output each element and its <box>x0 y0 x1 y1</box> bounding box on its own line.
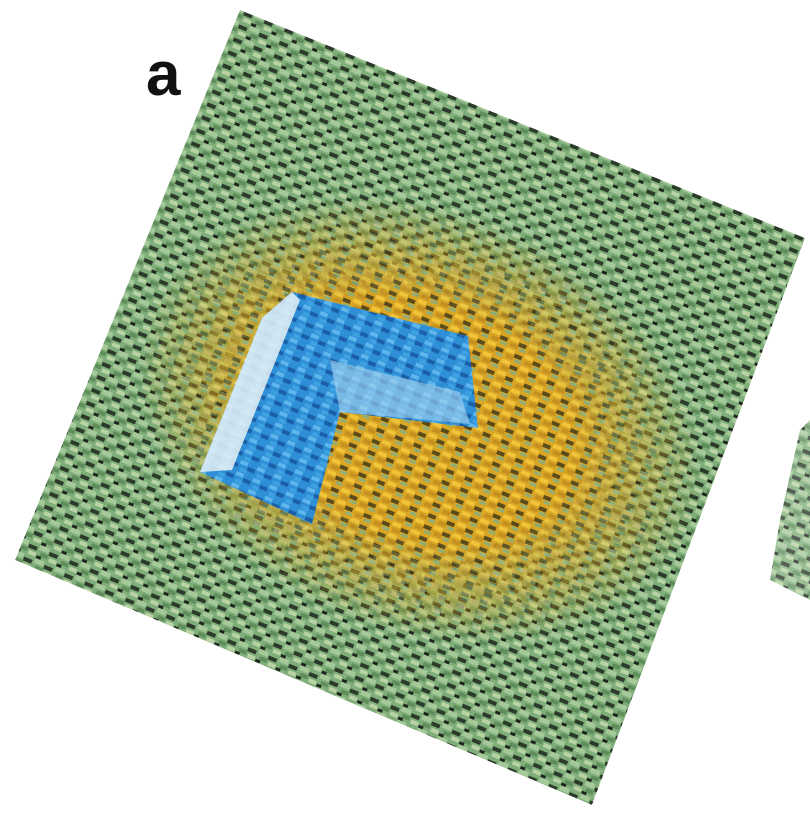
adjacent-panel-edge <box>770 420 810 600</box>
figure-panel: a <box>0 0 810 816</box>
panel-label: a <box>146 40 181 109</box>
surface-map <box>0 0 810 816</box>
